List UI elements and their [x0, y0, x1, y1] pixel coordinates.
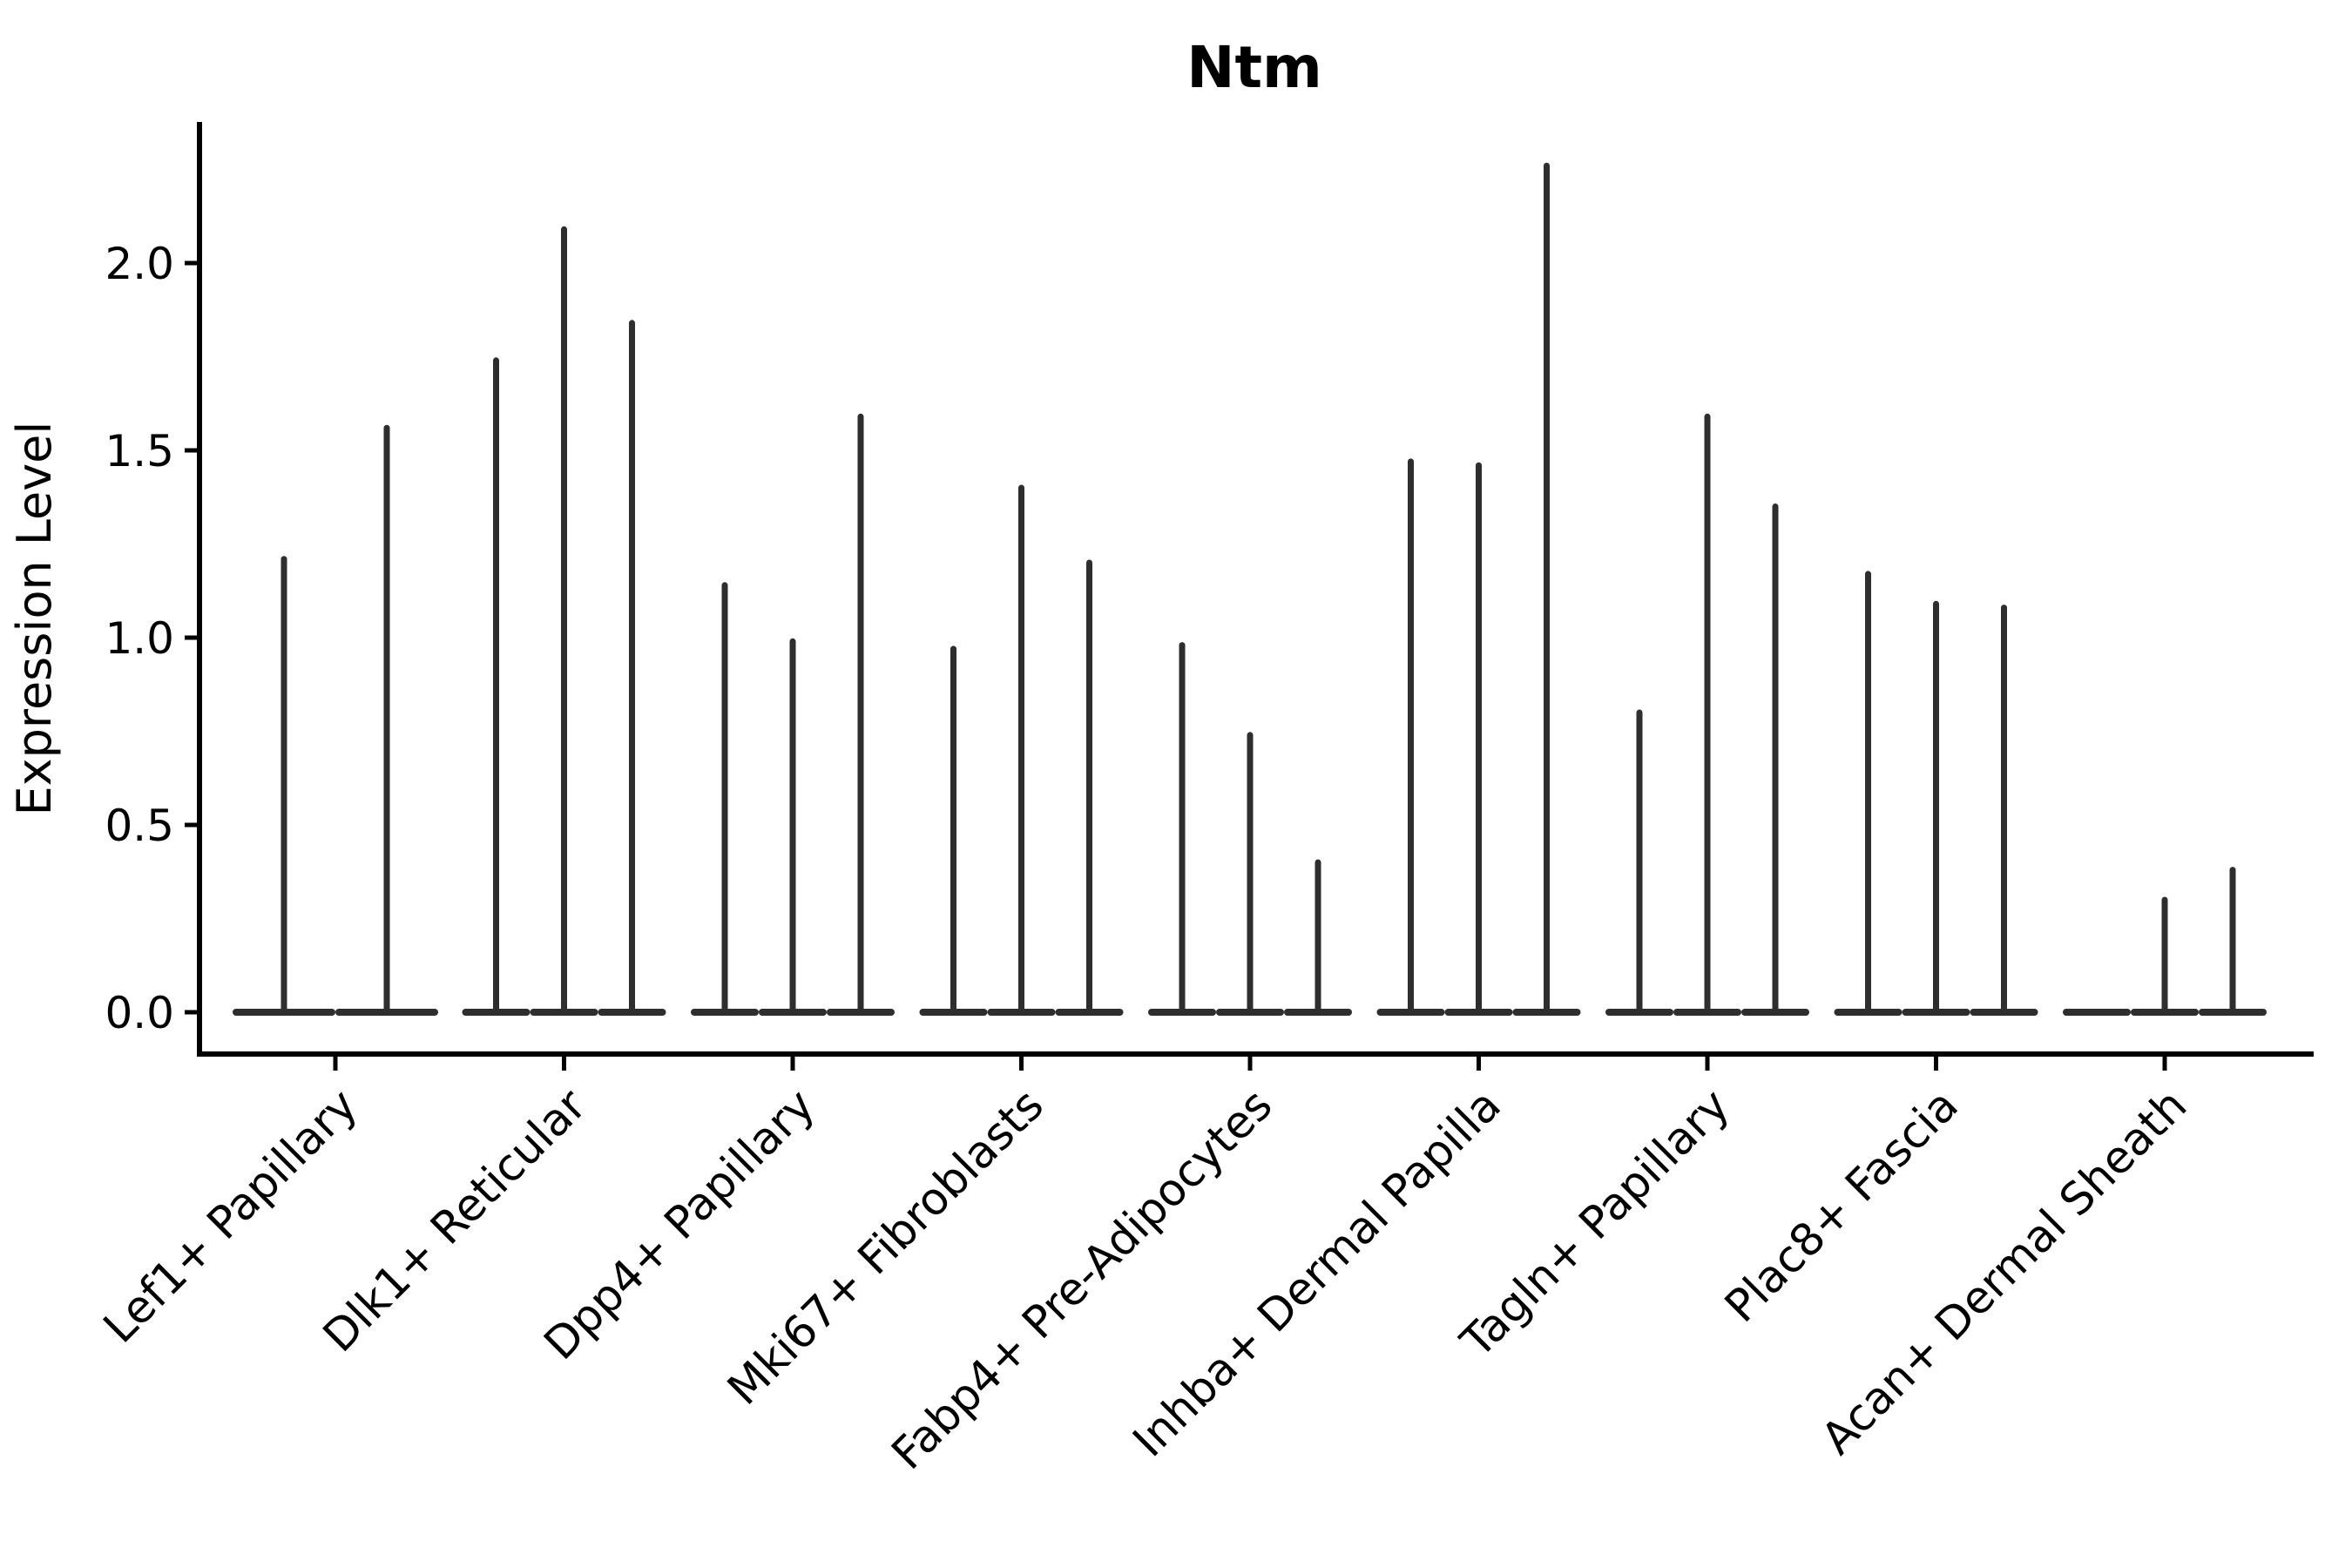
y-tick-label: 1.5: [105, 426, 174, 476]
violin-group: [2063, 867, 2267, 1016]
violin-group: [1148, 642, 1352, 1016]
chart-title: Ntm: [1186, 34, 1322, 101]
violin-group: [691, 413, 895, 1016]
x-tick-label: Inhba+ Dermal Papilla: [1124, 1079, 1511, 1467]
y-tick-label: 0.0: [105, 988, 174, 1038]
x-tick-label: Fabp4+ Pre-Adipocytes: [882, 1079, 1282, 1479]
y-tick-label: 0.5: [105, 801, 174, 851]
y-axis-label: Expression Level: [7, 422, 62, 816]
y-tick-label: 2.0: [105, 239, 174, 289]
violins-layer: [233, 162, 2267, 1016]
axes: [197, 122, 2314, 1057]
y-tick-label: 1.0: [105, 613, 174, 664]
y-tick-labels: 0.0 0.5 1.0 1.5 2.0: [105, 239, 197, 1038]
x-tick-label: Plac8+ Fascia: [1715, 1079, 1968, 1332]
violin-group: [233, 424, 438, 1016]
violin-group: [462, 226, 666, 1016]
x-tick-label: Acan+ Dermal Sheath: [1812, 1079, 2197, 1464]
violin-group: [1834, 571, 2038, 1016]
violin-group: [1605, 413, 1809, 1016]
violin-group: [919, 484, 1124, 1016]
violin-group: [1376, 162, 1581, 1016]
